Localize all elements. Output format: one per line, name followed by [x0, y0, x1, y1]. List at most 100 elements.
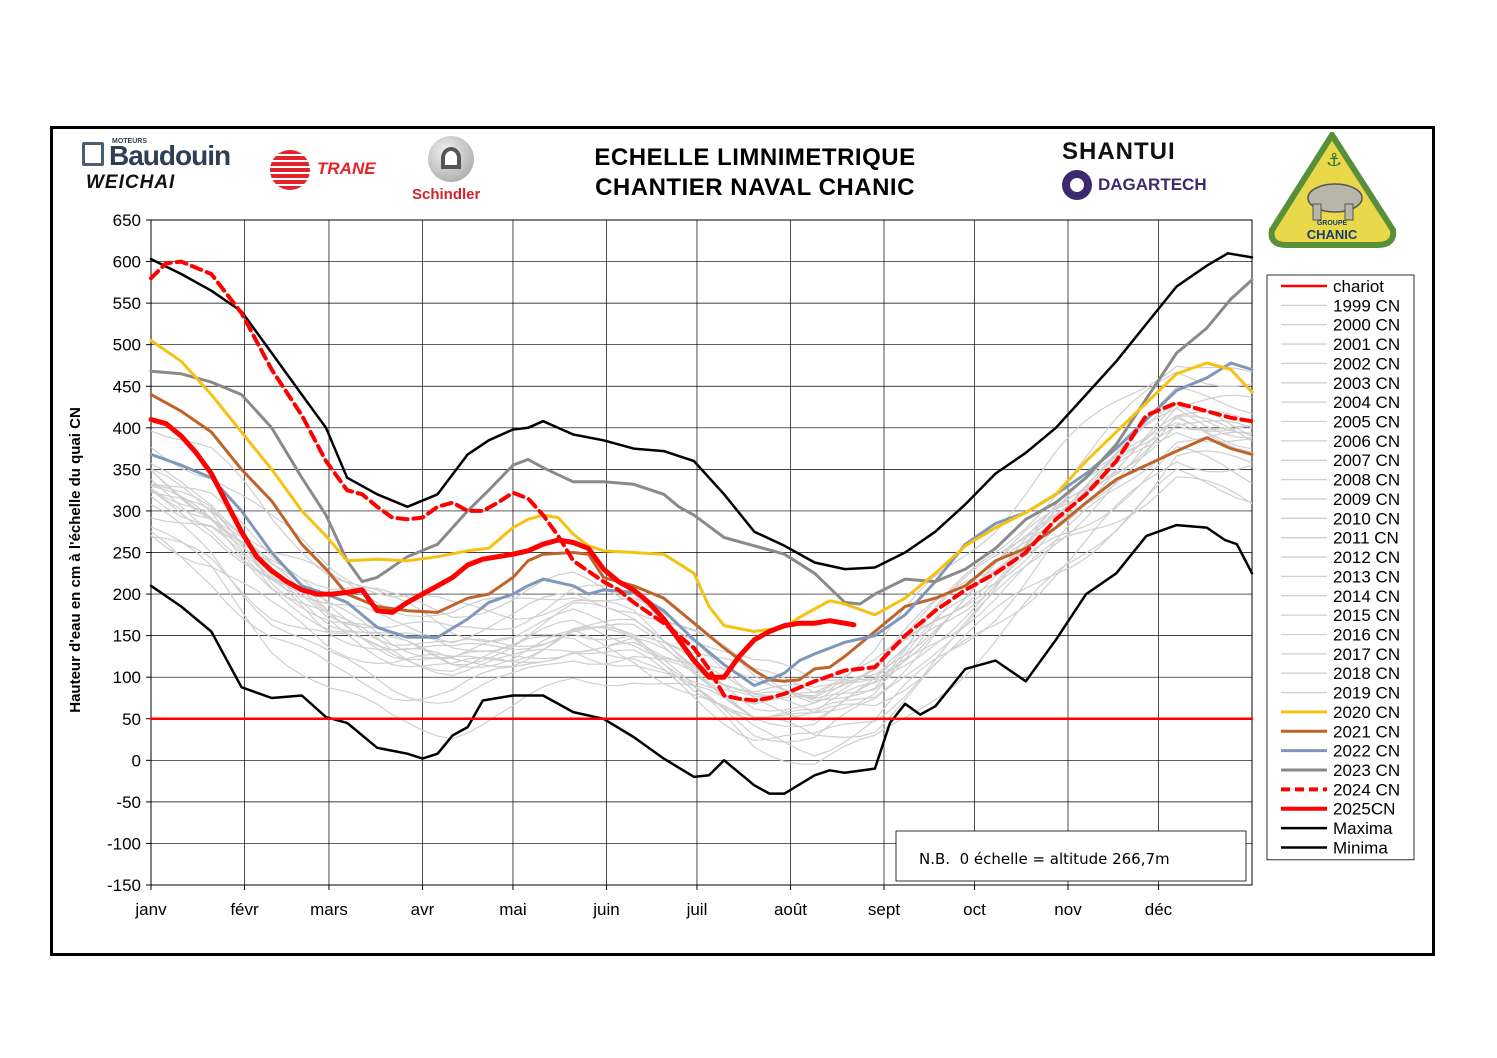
weichai-label: WEICHAI: [86, 172, 176, 193]
baudouin-small-label: MOTEURS: [112, 138, 147, 145]
dagartech-logo: DAGARTECH: [1062, 170, 1222, 206]
x-tick-label: nov: [1054, 900, 1082, 919]
historic-line: [150, 425, 1253, 694]
chanic-name-label: CHANIC: [1307, 227, 1358, 242]
x-tick-label: mai: [499, 900, 526, 919]
legend-label: 2021 CN: [1333, 722, 1400, 741]
legend-label: 2008 CN: [1333, 471, 1400, 490]
legend-label: 2018 CN: [1333, 664, 1400, 683]
y-tick-label: 100: [113, 668, 141, 687]
x-tick-label: mars: [310, 900, 348, 919]
schindler-icon: [428, 136, 474, 182]
x-tick-label: sept: [868, 900, 900, 919]
trane-label: TRANE: [317, 159, 376, 178]
dagartech-label: DAGARTECH: [1098, 175, 1207, 194]
chanic-groupe-label: GROUPE: [1317, 220, 1348, 227]
legend-label: 2000 CN: [1333, 316, 1400, 335]
legend-label: 2003 CN: [1333, 374, 1400, 393]
y-tick-label: 550: [113, 294, 141, 313]
series-line-maxima: [149, 252, 1254, 571]
y-tick-label: 250: [113, 544, 141, 563]
legend-label: 2019 CN: [1333, 684, 1400, 703]
legend-label: Minima: [1333, 838, 1388, 857]
x-tick-label: juil: [686, 900, 708, 919]
note-text: N.B. 0 échelle = altitude 266,7m: [919, 850, 1170, 868]
series-line-2025cn: [148, 417, 857, 680]
series-line-2024-cn: [149, 259, 1254, 703]
y-tick-label: 150: [113, 627, 141, 646]
legend-label: 2017 CN: [1333, 645, 1400, 664]
legend-label: 2002 CN: [1333, 354, 1400, 373]
y-tick-label: -50: [116, 793, 141, 812]
legend-label: 2001 CN: [1333, 335, 1400, 354]
historic-line: [150, 446, 1253, 721]
legend-label: 2007 CN: [1333, 451, 1400, 470]
x-tick-label: janv: [134, 900, 167, 919]
x-tick-label: juin: [592, 900, 619, 919]
legend-label: 2005 CN: [1333, 413, 1400, 432]
legend-label: chariot: [1333, 277, 1384, 296]
legend-label: 2006 CN: [1333, 432, 1400, 451]
x-tick-labels: janv févr mars avr mai juin juil août sept oct nov…: [134, 900, 1172, 919]
x-tick-label: déc: [1145, 900, 1173, 919]
legend-label: 2023 CN: [1333, 761, 1400, 780]
y-tick-label: 400: [113, 419, 141, 438]
legend-label: 2009 CN: [1333, 490, 1400, 509]
legend-label: 2012 CN: [1333, 548, 1400, 567]
y-tick-label: -100: [107, 834, 141, 853]
note-box: N.B. 0 échelle = altitude 266,7m: [895, 830, 1247, 882]
legend-label: 2024 CN: [1333, 780, 1400, 799]
historic-line: [150, 450, 1253, 765]
historic-line: [150, 431, 1253, 757]
legend-label: 2010 CN: [1333, 509, 1400, 528]
legend-label: 2020 CN: [1333, 703, 1400, 722]
y-tick-label: 0: [132, 751, 141, 770]
chart-title: ECHELLE LIMNIMETRIQUE CHANTIER NAVAL CHA…: [540, 143, 970, 203]
chart-title-line2: CHANTIER NAVAL CHANIC: [595, 174, 915, 201]
y-tick-label: 500: [113, 336, 141, 355]
baudouin-label: Baudouin: [109, 140, 231, 171]
legend-label: 2016 CN: [1333, 625, 1400, 644]
legend-box: [1266, 274, 1415, 861]
series-line-minima: [149, 523, 1254, 795]
baudouin-logo: MOTEURS Baudouin WEICHAI: [82, 138, 257, 198]
historic-line: [150, 476, 1253, 740]
baudouin-icon: [82, 142, 104, 166]
legend-label: Maxima: [1333, 819, 1393, 838]
historic-line: [150, 431, 1253, 714]
series-line-2020-cn: [149, 339, 1254, 633]
y-tick-label: 650: [113, 211, 141, 230]
historic-line: [150, 461, 1253, 739]
legend-label: 2004 CN: [1333, 393, 1400, 412]
y-tick-label: 200: [113, 585, 141, 604]
dagartech-icon: [1062, 170, 1092, 200]
historic-line: [150, 414, 1253, 721]
shantui-logo: SHANTUI: [1062, 138, 1222, 168]
legend-label: 2014 CN: [1333, 587, 1400, 606]
chart-title-line1: ECHELLE LIMNIMETRIQUE: [594, 144, 916, 171]
schindler-label: Schindler: [412, 186, 481, 203]
trane-icon: [270, 150, 310, 190]
historic-line: [150, 417, 1253, 742]
gridlines: [146, 219, 1252, 890]
x-tick-label: févr: [230, 900, 259, 919]
legend-label: 2025CN: [1333, 800, 1395, 819]
legend-label: 1999 CN: [1333, 296, 1400, 315]
schindler-logo: Schindler: [408, 134, 500, 206]
x-tick-label: août: [774, 900, 807, 919]
shantui-label: SHANTUI: [1062, 138, 1176, 165]
chanic-logo: ⚓ GROUPE CHANIC: [1268, 132, 1397, 248]
y-tick-label: 50: [122, 710, 141, 729]
legend-label: 2011 CN: [1333, 529, 1399, 548]
y-tick-label: 350: [113, 460, 141, 479]
y-tick-label: 600: [113, 253, 141, 272]
y-axis-label: Hauteur d'eau en cm à l'échelle du quai …: [67, 407, 84, 713]
y-tick-label: -150: [107, 876, 141, 895]
y-tick-label: 300: [113, 502, 141, 521]
legend-label: 2015 CN: [1333, 606, 1400, 625]
y-tick-labels: 650600550500450400350300250200150100500-…: [107, 211, 141, 895]
x-tick-label: avr: [411, 900, 435, 919]
anchor-icon: ⚓: [1326, 150, 1342, 171]
